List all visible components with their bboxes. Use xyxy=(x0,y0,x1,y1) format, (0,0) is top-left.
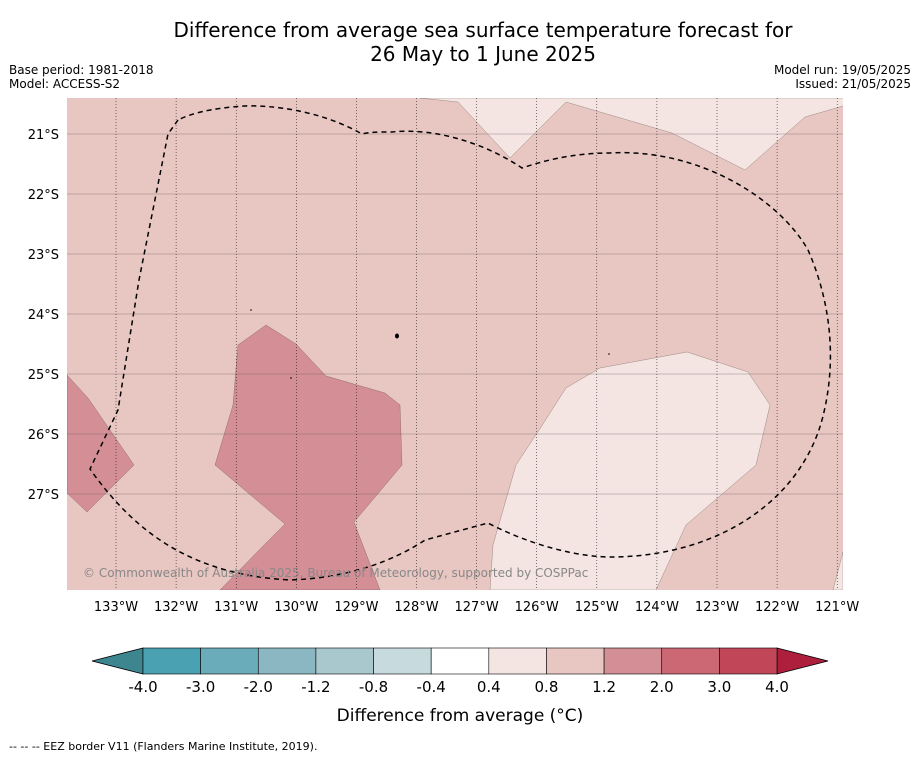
colorbar-segment xyxy=(430,647,490,675)
colorbar-segment xyxy=(719,647,778,675)
meta-left: Base period: 1981-2018 Model: ACCESS-S2 xyxy=(9,63,154,91)
colorbar-tick-label: 2.0 xyxy=(650,678,674,696)
issued-date: Issued: 21/05/2025 xyxy=(795,77,911,91)
longitude-label: 124°W xyxy=(635,600,679,615)
colorbar-segment xyxy=(603,647,663,675)
longitude-label: 121°W xyxy=(815,600,859,615)
islands xyxy=(250,309,610,379)
colorbar-segment xyxy=(200,647,259,675)
longitude-label: 131°W xyxy=(214,600,258,615)
latitude-label: 23°S xyxy=(28,248,59,263)
latitude-labels: 21°S 22°S 23°S 24°S 25°S 26°S 27°S xyxy=(28,128,59,503)
colorbar-segment xyxy=(661,647,720,675)
island-marker xyxy=(395,333,399,339)
longitude-label: 125°W xyxy=(575,600,619,615)
colorbar-segment xyxy=(315,647,374,675)
longitude-label: 122°W xyxy=(755,600,799,615)
page-title: Difference from average sea surface temp… xyxy=(0,18,919,66)
colorbar-segment xyxy=(142,647,201,675)
colorbar-tick-label: 3.0 xyxy=(707,678,731,696)
base-period: Base period: 1981-2018 xyxy=(9,63,154,77)
colorbar-tick-label: 1.2 xyxy=(592,678,616,696)
longitude-label: 123°W xyxy=(695,600,739,615)
longitude-labels: 133°W 132°W 131°W 130°W 129°W 128°W 127°W 126°W… xyxy=(94,600,860,615)
eez-footnote: -- -- -- EEZ border V11 (Flanders Marine… xyxy=(9,740,318,753)
latitude-label: 25°S xyxy=(28,368,59,383)
anomaly-dark-region-central xyxy=(214,324,403,590)
copyright-text: © Commonwealth of Australia 2025, Bureau… xyxy=(83,566,588,580)
model-name: Model: ACCESS-S2 xyxy=(9,77,121,91)
colorbar-segment xyxy=(488,647,547,675)
longitude-label: 128°W xyxy=(394,600,438,615)
longitude-label: 126°W xyxy=(515,600,559,615)
island-marker xyxy=(250,309,252,311)
latitude-label: 21°S xyxy=(28,128,59,143)
anomaly-light-region-east-edge xyxy=(832,551,843,590)
colorbar-tick-label: 4.0 xyxy=(765,678,789,696)
anomaly-base-region xyxy=(67,98,843,590)
latitude-label: 26°S xyxy=(28,428,59,443)
latitude-label: 27°S xyxy=(28,488,59,503)
title-line-2: 26 May to 1 June 2025 xyxy=(370,42,596,66)
colorbar-tick-label: -0.8 xyxy=(359,678,388,696)
colorbar-segment xyxy=(257,647,317,675)
graticule xyxy=(67,98,843,590)
longitude-label: 130°W xyxy=(274,600,318,615)
anomaly-dark-region-west xyxy=(67,374,135,513)
colorbar-tick-label: 0.4 xyxy=(477,678,501,696)
longitude-label: 132°W xyxy=(154,600,198,615)
colorbar: -4.0 -3.0 -2.0 -1.2 -0.8 -0.4 0.4 0.8 1.2 2.0 3.0 4… xyxy=(91,647,829,696)
colorbar-high-extend xyxy=(776,647,829,675)
longitude-label: 127°W xyxy=(455,600,499,615)
longitude-label: 133°W xyxy=(94,600,138,615)
colorbar-tick-label: -4.0 xyxy=(128,678,157,696)
colorbar-label: Difference from average (°C) xyxy=(337,706,584,726)
latitude-label: 22°S xyxy=(28,188,59,203)
colorbar-tick-label: -0.4 xyxy=(417,678,446,696)
colorbar-segment xyxy=(373,647,432,675)
colorbar-low-extend xyxy=(91,647,144,675)
colorbar-tick-label: 0.8 xyxy=(535,678,559,696)
title-line-1: Difference from average sea surface temp… xyxy=(173,18,793,42)
map-fields xyxy=(67,98,843,590)
anomaly-light-region-southeast xyxy=(489,351,771,590)
island-marker xyxy=(290,377,292,379)
latitude-label: 24°S xyxy=(28,308,59,323)
meta-right: Model run: 19/05/2025 Issued: 21/05/2025 xyxy=(774,63,911,91)
island-marker xyxy=(608,353,610,355)
eez-border-line xyxy=(89,105,832,581)
colorbar-tick-label: -2.0 xyxy=(244,678,273,696)
colorbar-tick-label: -3.0 xyxy=(186,678,215,696)
anomaly-light-region-north xyxy=(419,98,843,171)
colorbar-tick-label: -1.2 xyxy=(301,678,330,696)
colorbar-segment xyxy=(546,647,605,675)
longitude-label: 129°W xyxy=(334,600,378,615)
model-run: Model run: 19/05/2025 xyxy=(773,63,911,77)
